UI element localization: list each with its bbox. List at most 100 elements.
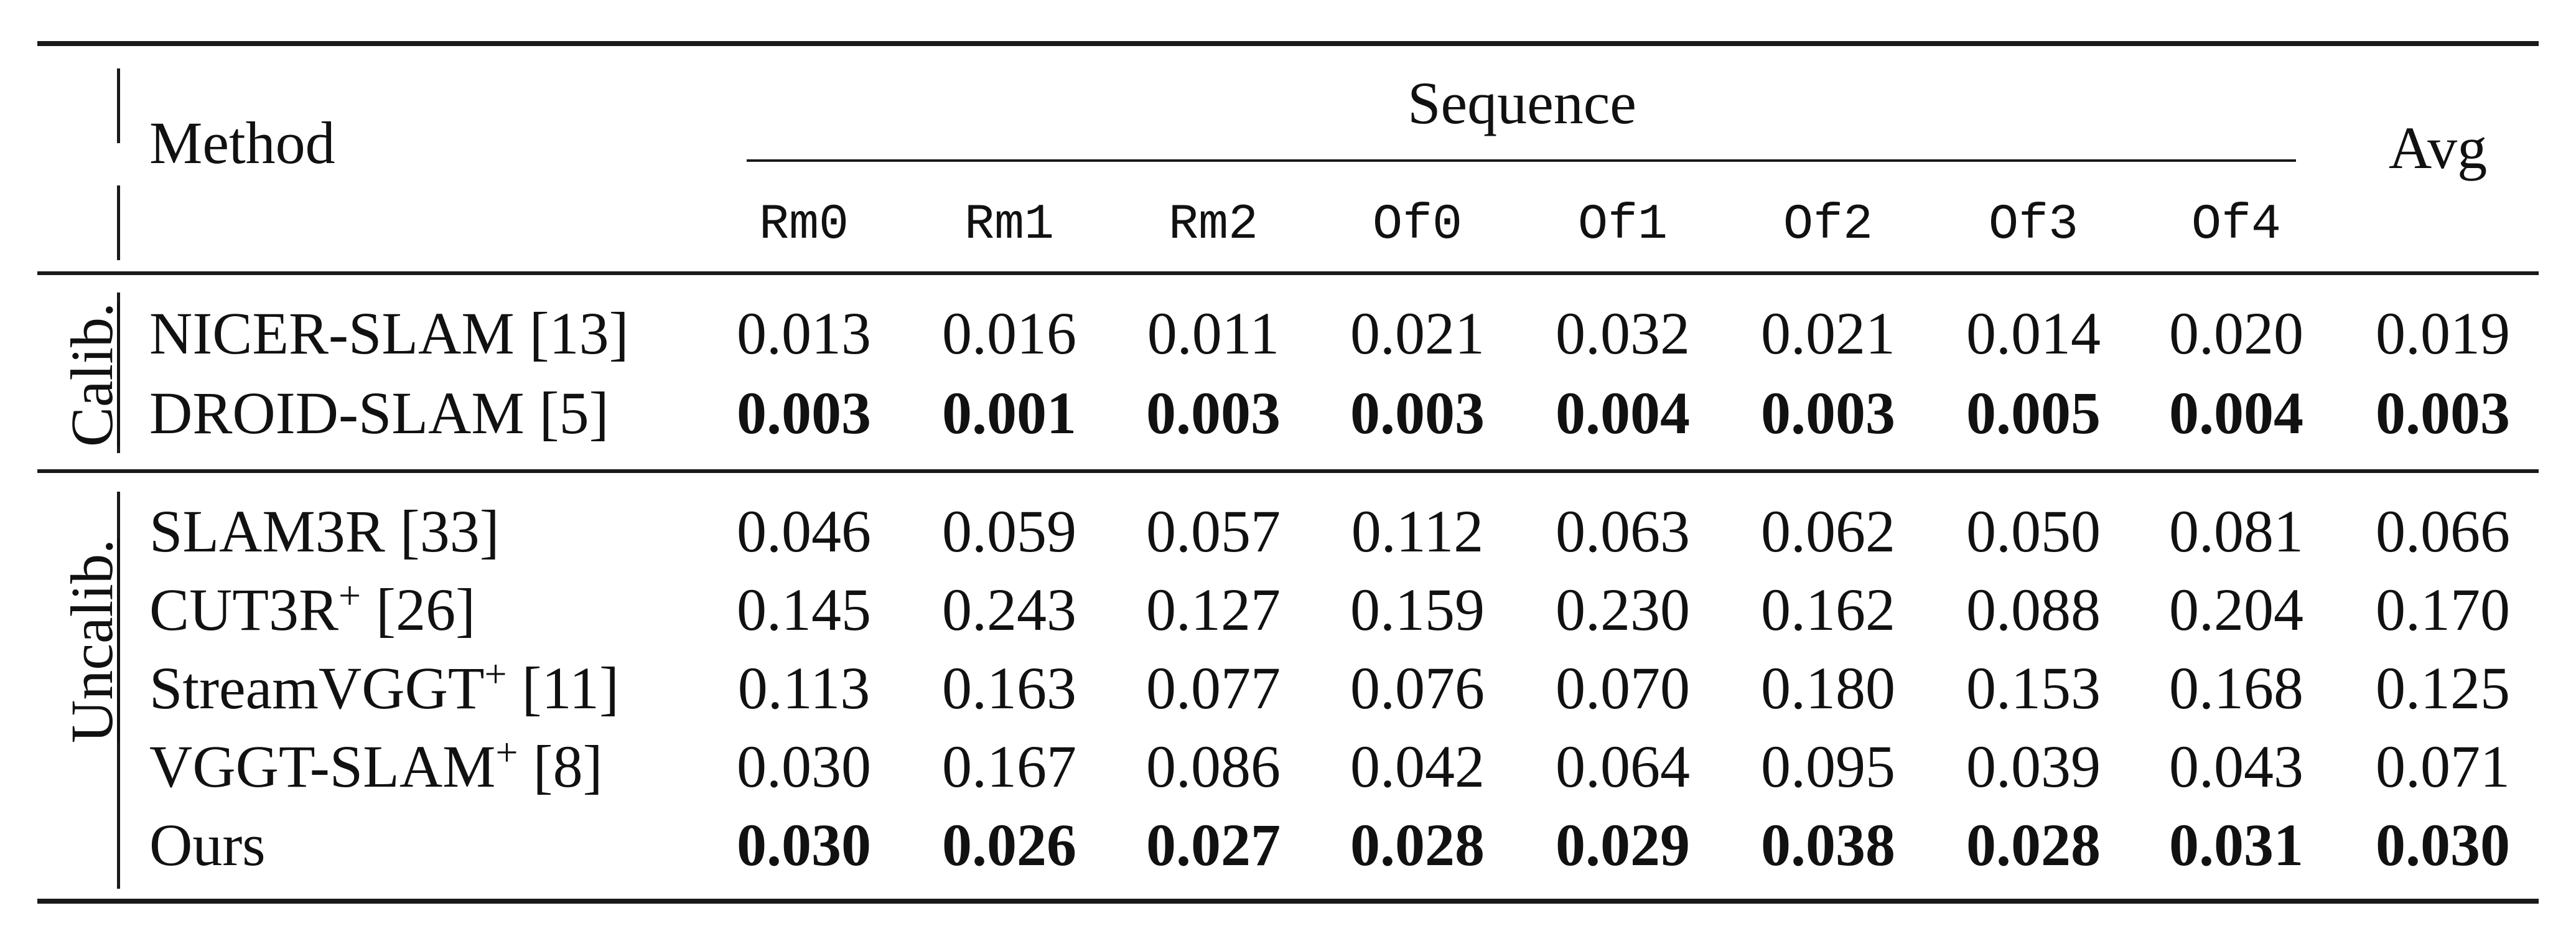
group-label-uncalib: Uncalib. [58, 539, 125, 743]
value-cell-rm0: 0.013 [737, 300, 871, 367]
value-cell-of0: 0.003 [1350, 380, 1485, 446]
value-cell-avg: 0.030 [2376, 812, 2510, 878]
value-cell-rm1: 0.001 [942, 380, 1076, 446]
value-cell-rm2: 0.011 [1147, 300, 1280, 367]
method-citation: [11] [506, 655, 620, 721]
column-header-rm0: Rm0 [758, 197, 849, 253]
method-cell: CUT3R+ [26] [149, 576, 475, 640]
column-header-of4: Of4 [2191, 197, 2282, 253]
value-cell-of1: 0.004 [1556, 380, 1690, 446]
header-separator-upper [117, 68, 120, 143]
value-cell-of3: 0.039 [1966, 733, 2101, 800]
value-cell-of1: 0.032 [1556, 300, 1690, 367]
value-cell-of4: 0.043 [2169, 733, 2303, 800]
value-cell-of3: 0.014 [1966, 300, 2101, 367]
column-header-of3: Of3 [1988, 197, 2079, 253]
method-superscript: + [484, 652, 507, 696]
column-header-of2: Of2 [1783, 197, 1874, 253]
method-cell: DROID-SLAM [5] [149, 380, 609, 446]
column-header-of0: Of0 [1372, 197, 1463, 253]
value-cell-avg: 0.019 [2376, 300, 2510, 367]
value-cell-rm2: 0.027 [1146, 812, 1281, 878]
avg-header: Avg [2388, 115, 2488, 181]
value-cell-of4: 0.031 [2169, 812, 2303, 878]
value-cell-of2: 0.180 [1761, 655, 1895, 721]
value-cell-of4: 0.004 [2169, 380, 2303, 446]
value-cell-of3: 0.005 [1966, 380, 2101, 446]
value-cell-of4: 0.168 [2169, 655, 2303, 721]
value-cell-of3: 0.088 [1966, 576, 2101, 643]
value-cell-rm1: 0.167 [942, 733, 1076, 800]
method-superscript: + [495, 730, 518, 774]
value-cell-rm1: 0.026 [942, 812, 1076, 878]
value-cell-of0: 0.028 [1350, 812, 1485, 878]
value-cell-of3: 0.153 [1966, 655, 2101, 721]
column-header-of1: Of1 [1577, 197, 1668, 253]
value-cell-of1: 0.029 [1556, 812, 1690, 878]
value-cell-rm0: 0.046 [737, 498, 871, 564]
value-cell-of2: 0.003 [1761, 380, 1895, 446]
value-cell-of1: 0.064 [1556, 733, 1690, 800]
value-cell-rm0: 0.030 [737, 812, 871, 878]
header-separator-lower [117, 185, 120, 260]
value-cell-of4: 0.204 [2169, 576, 2303, 643]
uncalib-separator [117, 492, 120, 889]
bottom-rule [37, 899, 2539, 904]
sequence-header: Sequence [1407, 70, 1636, 136]
value-cell-rm2: 0.057 [1146, 498, 1281, 564]
column-header-rm2: Rm2 [1168, 197, 1259, 253]
value-cell-of1: 0.230 [1556, 576, 1690, 643]
value-cell-of1: 0.063 [1556, 498, 1690, 564]
value-cell-of3: 0.050 [1966, 498, 2101, 564]
value-cell-of4: 0.020 [2169, 300, 2303, 367]
value-cell-rm0: 0.145 [737, 576, 871, 643]
method-citation: [26] [361, 576, 476, 643]
value-cell-rm0: 0.030 [737, 733, 871, 800]
value-cell-of2: 0.062 [1761, 498, 1895, 564]
value-cell-rm2: 0.077 [1146, 655, 1281, 721]
method-name: CUT3R [149, 576, 339, 643]
value-cell-rm2: 0.127 [1146, 576, 1281, 643]
value-cell-of4: 0.081 [2169, 498, 2303, 564]
value-cell-of0: 0.042 [1350, 733, 1485, 800]
group-rule [37, 469, 2539, 473]
value-cell-of0: 0.159 [1350, 576, 1485, 643]
calib-separator [117, 293, 120, 453]
method-cell: VGGT-SLAM+ [8] [149, 733, 603, 797]
value-cell-of2: 0.021 [1761, 300, 1895, 367]
sequence-cmidrule [747, 159, 2296, 162]
top-rule [37, 41, 2539, 46]
value-cell-of3: 0.028 [1966, 812, 2101, 878]
value-cell-rm1: 0.059 [942, 498, 1076, 564]
value-cell-avg: 0.125 [2376, 655, 2510, 721]
value-cell-rm2: 0.086 [1146, 733, 1281, 800]
value-cell-avg: 0.170 [2376, 576, 2510, 643]
header-rule [37, 271, 2539, 275]
value-cell-rm0: 0.113 [737, 655, 870, 721]
value-cell-rm1: 0.163 [942, 655, 1076, 721]
value-cell-of2: 0.162 [1761, 576, 1895, 643]
value-cell-avg: 0.003 [2376, 380, 2510, 446]
method-name: StreamVGGT [149, 655, 485, 721]
value-cell-rm0: 0.003 [737, 380, 871, 446]
method-cell: NICER-SLAM [13] [149, 300, 629, 367]
method-cell: StreamVGGT+ [11] [149, 654, 620, 721]
value-cell-of2: 0.095 [1761, 733, 1895, 800]
value-cell-avg: 0.066 [2376, 498, 2510, 564]
value-cell-of0: 0.021 [1350, 300, 1485, 367]
value-cell-rm1: 0.016 [942, 300, 1076, 367]
value-cell-of2: 0.038 [1761, 812, 1895, 878]
column-header-rm1: Rm1 [964, 197, 1055, 253]
value-cell-of0: 0.076 [1350, 655, 1485, 721]
value-cell-avg: 0.071 [2376, 733, 2510, 800]
group-label-calib: Calib. [58, 302, 125, 447]
value-cell-of0: 0.112 [1351, 498, 1484, 564]
method-name: VGGT-SLAM [149, 733, 496, 800]
method-cell: SLAM3R [33] [149, 498, 500, 564]
value-cell-of1: 0.070 [1556, 655, 1690, 721]
method-cell: Ours [149, 812, 266, 878]
value-cell-rm1: 0.243 [942, 576, 1076, 643]
value-cell-rm2: 0.003 [1146, 380, 1281, 446]
method-citation: [8] [518, 733, 603, 800]
